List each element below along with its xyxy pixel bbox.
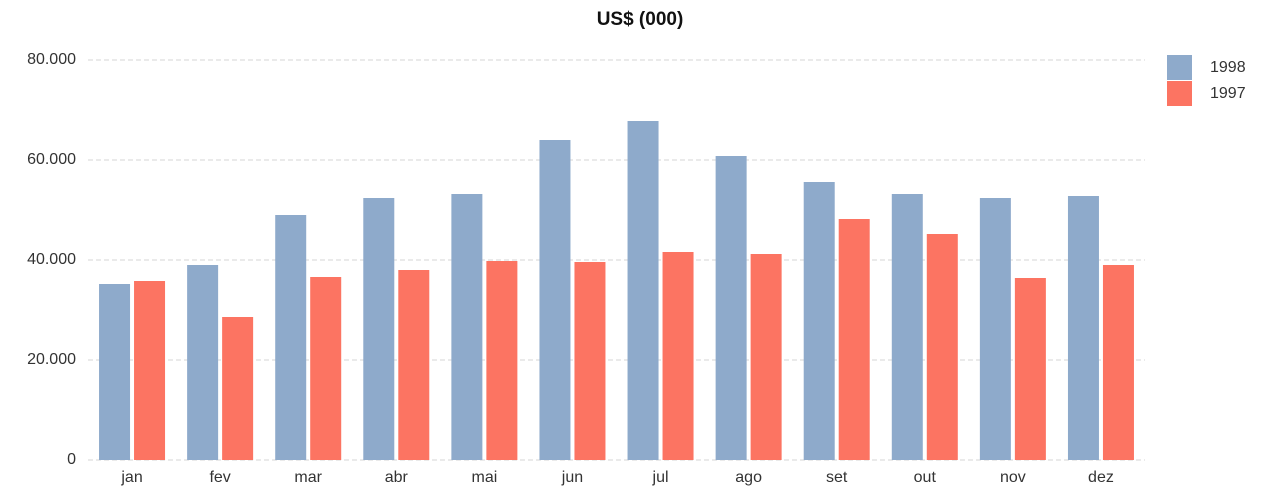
bar (310, 277, 342, 460)
bar (574, 262, 606, 460)
y-tick-label: 0 (67, 451, 76, 468)
bar (1102, 265, 1134, 460)
x-tick-label: set (826, 469, 848, 486)
bar (222, 317, 254, 460)
bar (838, 219, 870, 460)
x-tick-label: out (914, 469, 937, 486)
x-tick-label: mar (294, 469, 322, 486)
bar (891, 194, 923, 460)
legend-label: 1998 (1210, 59, 1246, 76)
x-tick-label: mai (471, 469, 497, 486)
chart-title: US$ (000) (597, 9, 684, 30)
bar (187, 265, 219, 460)
bar (1067, 196, 1099, 460)
y-tick-label: 40.000 (27, 251, 76, 268)
bar (486, 261, 518, 460)
bar (398, 270, 430, 460)
bar (803, 182, 835, 460)
x-tick-label: fev (209, 469, 230, 486)
y-tick-label: 80.000 (27, 51, 76, 68)
legend-swatch (1167, 81, 1192, 106)
bar (275, 215, 307, 460)
bar (363, 198, 395, 460)
bar (627, 121, 659, 460)
bar (99, 284, 131, 460)
x-tick-label: ago (735, 469, 762, 486)
bar (539, 140, 571, 460)
x-tick-label: dez (1088, 469, 1114, 486)
bar (1014, 278, 1046, 460)
bar (715, 156, 747, 460)
bar (134, 281, 166, 460)
y-tick-label: 20.000 (27, 351, 76, 368)
bar (662, 252, 694, 460)
x-tick-label: nov (1000, 469, 1026, 486)
x-tick-label: jan (120, 469, 142, 486)
bar (979, 198, 1011, 460)
legend-swatch (1167, 55, 1192, 80)
legend-label: 1997 (1210, 85, 1246, 102)
x-tick-label: jul (652, 469, 669, 486)
bar (750, 254, 782, 460)
bar (926, 234, 958, 460)
x-tick-label: jun (561, 469, 583, 486)
y-tick-label: 60.000 (27, 151, 76, 168)
x-tick-label: abr (385, 469, 409, 486)
bar (451, 194, 483, 460)
